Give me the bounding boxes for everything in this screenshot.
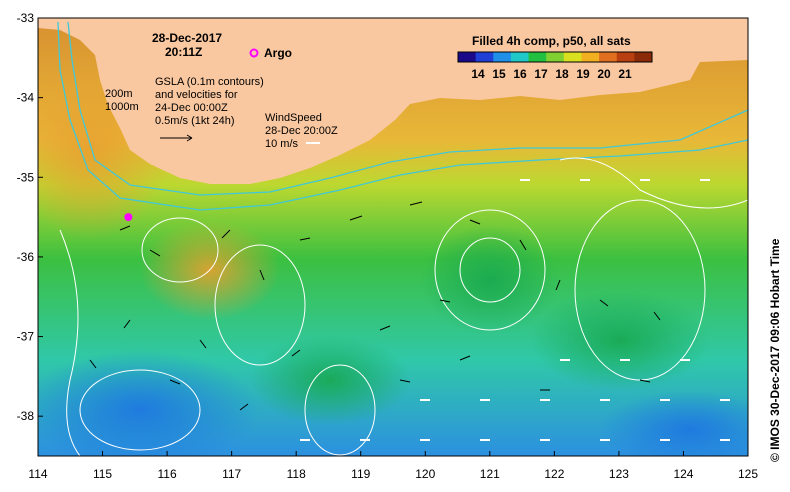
- argo-legend-label: Argo: [264, 46, 292, 60]
- sst-colorbar: [457, 51, 653, 63]
- x-tick-label: 118: [287, 467, 306, 481]
- x-tick-label: 122: [544, 467, 564, 481]
- credit-line: © IMOS 30-Dec-2017 09:06 Hobart Time: [768, 238, 782, 462]
- map-time: 20:11Z: [165, 45, 202, 59]
- isobath-200m: [67, 21, 748, 196]
- colorbar-label: 16: [513, 67, 527, 81]
- colorbar-swatch: [634, 52, 653, 62]
- colorbar-swatch: [616, 52, 635, 62]
- wind-note-line-1: WindSpeed: [265, 112, 322, 124]
- map-date: 28-Dec-2017: [152, 31, 222, 45]
- colorbar-swatch: [458, 52, 477, 62]
- plot-frame: [37, 17, 749, 457]
- colorbar-swatch: [510, 52, 530, 62]
- x-tick-label: 120: [415, 467, 435, 481]
- isobath-1000m: [57, 21, 748, 211]
- wind-note-line-3: 10 m/s: [265, 138, 299, 150]
- gsla-note-line-2: and velocities for: [155, 89, 238, 101]
- y-axis-ticks: -33 -34 -35 -36 -37 -38: [17, 11, 43, 423]
- wind-note-line-2: 28-Dec 20:00Z: [265, 125, 338, 137]
- isobath-label-200m: 200m: [105, 88, 133, 100]
- velocity-scale-head: [186, 134, 193, 142]
- x-axis-ticks: 114 115 116 117 118 119 120 121 122 123 124 125: [28, 451, 758, 481]
- x-tick-label: 124: [673, 467, 693, 481]
- colorbar-label: 18: [555, 67, 569, 81]
- colorbar-label: 17: [534, 67, 548, 81]
- colorbar-swatch: [546, 52, 565, 62]
- y-tick-label: -33: [17, 11, 35, 25]
- x-tick-label: 117: [222, 467, 241, 481]
- legend-title: Filled 4h comp, p50, all sats: [472, 34, 631, 48]
- colorbar-swatch: [475, 52, 494, 62]
- colorbar-label: 20: [597, 67, 611, 81]
- colorbar-swatch: [581, 52, 600, 62]
- y-tick-label: -35: [17, 170, 35, 184]
- velocity-arrows: [89, 201, 661, 411]
- x-tick-label: 115: [93, 467, 112, 481]
- y-tick-label: -34: [17, 91, 35, 105]
- x-tick-label: 116: [158, 467, 177, 481]
- y-tick-label: -36: [17, 250, 35, 264]
- colorbar-swatch: [493, 52, 512, 62]
- x-tick-label: 114: [28, 467, 47, 481]
- gsla-note-line-1: GSLA (0.1m contours): [155, 76, 264, 88]
- gsla-note-line-4: 0.5m/s (1kt 24h): [155, 115, 234, 127]
- x-tick-label: 123: [609, 467, 629, 481]
- gsla-contours: [59, 157, 748, 456]
- colorbar-swatch: [563, 52, 582, 62]
- x-tick-label: 125: [738, 467, 758, 481]
- colorbar-label: 14: [471, 67, 485, 81]
- colorbar-label: 21: [618, 67, 632, 81]
- green-eddy: [530, 290, 710, 390]
- colorbar-label: 19: [576, 67, 590, 81]
- x-tick-label: 119: [351, 467, 370, 481]
- cool-eddy: [38, 350, 260, 456]
- cool-eddy: [600, 390, 748, 456]
- y-tick-label: -38: [17, 409, 35, 423]
- colorbar-frame: [457, 51, 653, 63]
- green-eddy: [250, 335, 410, 425]
- wind-arrows: [300, 179, 730, 441]
- colorbar-label: 15: [492, 67, 506, 81]
- gsla-note-line-3: 24-Dec 00:00Z: [155, 102, 228, 114]
- argo-legend-marker: [249, 48, 259, 58]
- x-tick-label: 121: [480, 467, 500, 481]
- argo-float-marker: [124, 213, 133, 222]
- green-eddy: [420, 225, 560, 335]
- colorbar-swatch: [599, 52, 618, 62]
- sst-colorbar-labels: 14 15 16 17 18 19 20 21: [471, 67, 632, 81]
- y-tick-label: -37: [17, 330, 35, 344]
- isobath-label-1000m: 1000m: [105, 101, 139, 113]
- colorbar-swatch: [528, 52, 547, 62]
